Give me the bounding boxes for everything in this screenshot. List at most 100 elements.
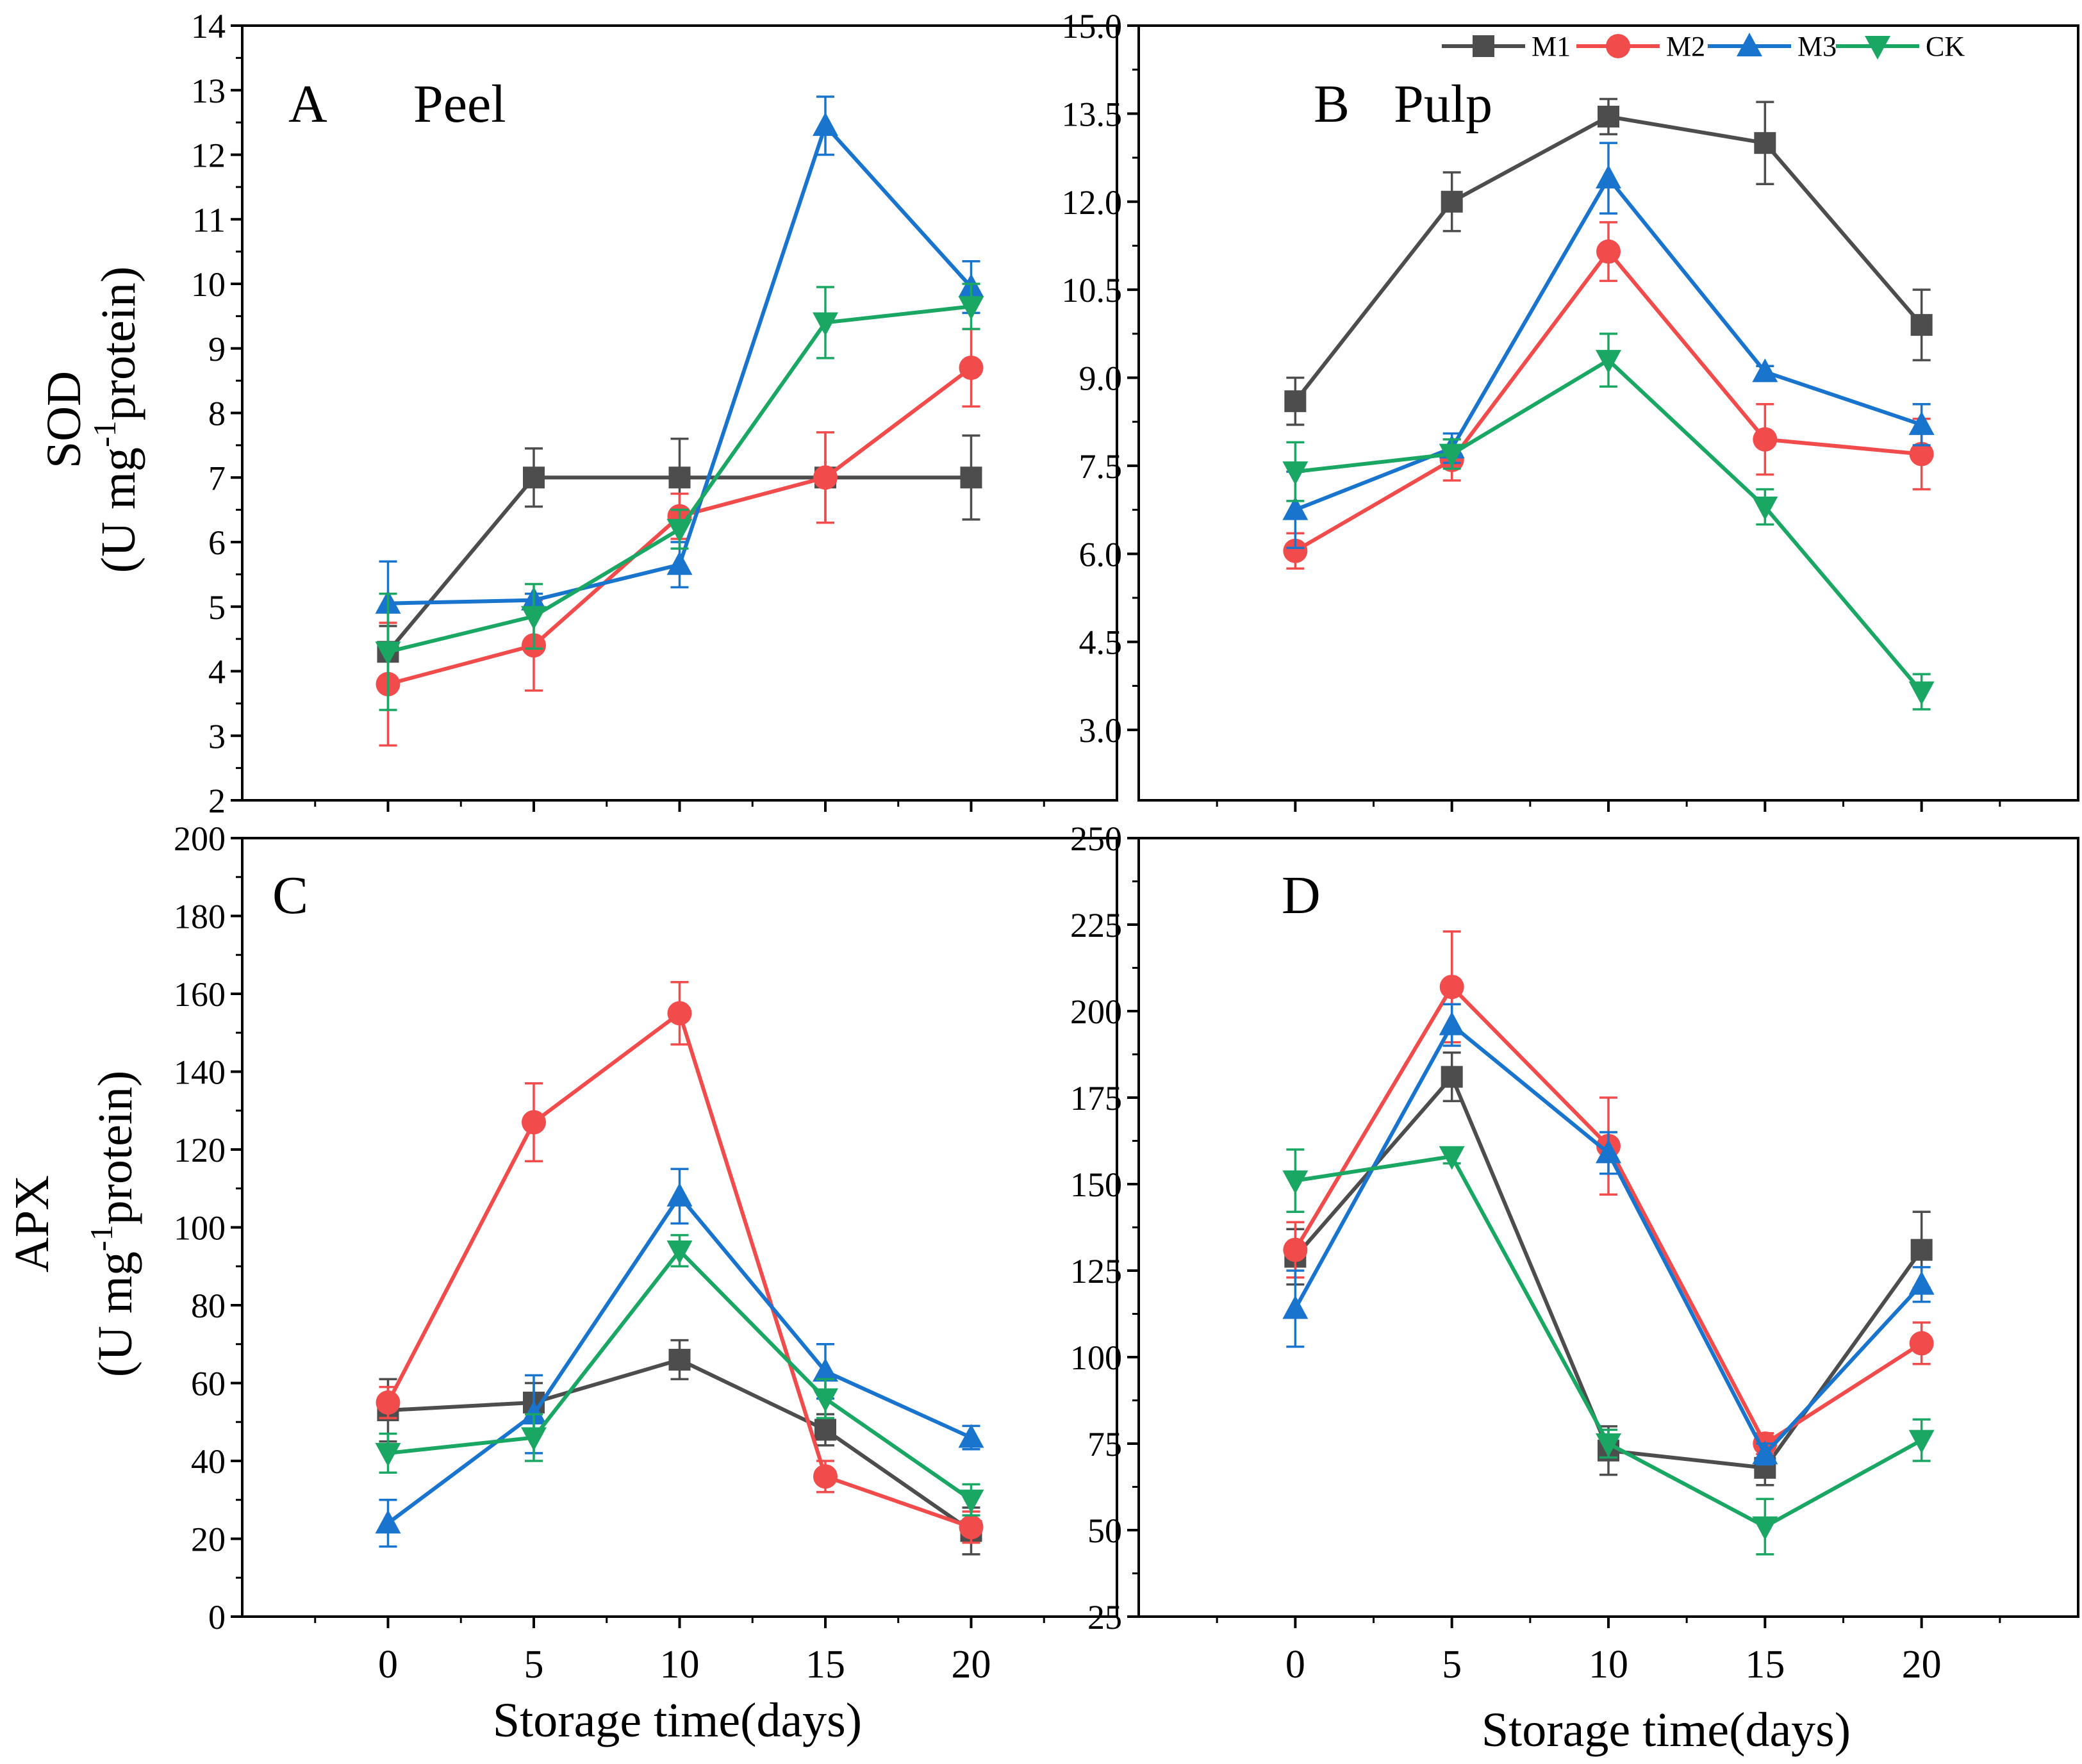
data-point: [1439, 1011, 1465, 1035]
y-tick-label: 180: [174, 898, 226, 936]
y-tick-label: 25: [1087, 1598, 1122, 1636]
x-tick-label: 5: [1442, 1643, 1462, 1686]
y-tick-label: 5: [208, 588, 226, 627]
panel-c: 0 20 40 60 80 100 120 140 160 180 200 0 5 10 15 20 C: [174, 820, 1118, 1686]
x-tick-label: 15: [806, 1643, 845, 1686]
data-point: [1596, 1139, 1621, 1164]
data-point: [1284, 390, 1307, 413]
panel-title: Peel: [413, 74, 506, 134]
data-point: [813, 1464, 838, 1489]
legend-item-ck: CK: [1836, 31, 1965, 62]
y-tick-label: 150: [1070, 1166, 1122, 1204]
apx-y-axis-title: APX (U mg-1protein): [5, 1071, 142, 1378]
y-tick-label: 4: [208, 653, 226, 691]
data-point: [375, 1442, 401, 1467]
apx-y-title-main: APX: [5, 1175, 59, 1273]
legend-item-m1: M1: [1442, 31, 1571, 62]
data-point: [375, 641, 401, 666]
data-point: [1910, 1239, 1933, 1261]
y-tick-label: 13: [191, 72, 226, 110]
y-tick-label: 75: [1087, 1425, 1122, 1463]
data-point: [960, 466, 982, 489]
series-ck: [1282, 1146, 1935, 1556]
data-point: [1439, 1146, 1465, 1170]
data-point: [958, 1489, 984, 1513]
y-tick-label: 0: [208, 1598, 226, 1636]
data-point: [1282, 461, 1309, 486]
y-tick-label: 11: [192, 201, 226, 239]
legend-item-m2: M2: [1576, 31, 1705, 62]
y-tick-label: 6: [208, 523, 226, 562]
data-point: [1283, 1237, 1308, 1262]
sod-y-axis-title: SOD (U mg-1protein): [37, 267, 145, 573]
y-tick-label: 225: [1070, 906, 1122, 944]
y-tick-label: 13.5: [1062, 95, 1123, 133]
y-tick-label: 50: [1087, 1512, 1122, 1550]
data-point: [1752, 1440, 1778, 1465]
data-point: [1908, 411, 1935, 435]
data-point: [666, 518, 693, 543]
data-point: [1752, 358, 1778, 383]
series-m1: [1284, 97, 1933, 426]
data-point: [521, 1401, 547, 1425]
data-point: [1754, 132, 1776, 154]
series-m3: [1282, 1003, 1935, 1466]
panel-d: 25 50 75 100 125 150 175 200 225 250 0 5 10 15 20 D: [1070, 820, 2079, 1686]
sod-y-title-main: SOD: [37, 371, 91, 468]
data-point: [1908, 681, 1935, 705]
y-tick-label: 10: [191, 265, 226, 304]
data-point: [522, 1110, 546, 1135]
data-point: [667, 1001, 692, 1026]
data-point: [1596, 239, 1621, 264]
legend-label: CK: [1926, 31, 1965, 62]
x-tick-label: 10: [660, 1643, 700, 1686]
y-tick-label: 125: [1070, 1252, 1122, 1290]
x-tick-label: 15: [1745, 1643, 1785, 1686]
data-point: [376, 1390, 401, 1415]
y-tick-label: 4.5: [1079, 623, 1123, 662]
x-tick-label: 0: [1285, 1643, 1305, 1686]
legend-label: M2: [1666, 31, 1705, 62]
panel-letter: B: [1314, 74, 1350, 134]
y-tick-label: 12: [191, 136, 226, 175]
data-point: [521, 606, 547, 630]
y-tick-label: 250: [1070, 820, 1122, 858]
data-point: [958, 296, 984, 320]
apx-y-title-unit: (U mg-1protein): [83, 1071, 142, 1378]
panel-a: 2 3 4 5 6 7 8 9 10 11 12 13 14 A Peel: [191, 7, 1118, 820]
legend-label: M3: [1797, 31, 1837, 62]
y-tick-label: 140: [174, 1053, 226, 1092]
data-point: [1282, 496, 1309, 520]
legend: M1 M2 M3 CK: [1442, 31, 1965, 62]
panel-letter: A: [288, 74, 327, 134]
y-tick-label: 3: [208, 717, 226, 755]
data-point: [1598, 105, 1619, 128]
data-point: [1908, 1430, 1935, 1454]
data-point: [1908, 1271, 1935, 1295]
y-tick-label: 2: [208, 782, 226, 820]
y-tick-label: 160: [174, 975, 226, 1014]
x-tick-label: 10: [1589, 1643, 1628, 1686]
legend-marker: [1737, 33, 1762, 56]
y-tick-label: 120: [174, 1131, 226, 1169]
legend-marker: [1865, 36, 1890, 60]
data-point: [813, 112, 838, 136]
x-tick-label: 5: [524, 1643, 544, 1686]
legend-marker: [1473, 35, 1494, 57]
y-tick-label: 9: [208, 330, 226, 368]
data-point: [1753, 427, 1778, 452]
y-tick-label: 8: [208, 395, 226, 433]
panel-b: 3.0 4.5 6.0 7.5 9.0 10.5 12.0 13.5 15.0 B Pulp: [1062, 7, 2079, 812]
data-point: [1752, 497, 1778, 521]
x-tick-label: 20: [952, 1643, 991, 1686]
panel-letter: C: [272, 866, 308, 925]
data-point: [958, 1424, 984, 1448]
x-axis-title-right: Storage time(days): [1482, 1703, 1851, 1757]
legend-item-m3: M3: [1708, 31, 1837, 62]
y-tick-label: 100: [1070, 1339, 1122, 1377]
x-axis-title-left: Storage time(days): [493, 1694, 862, 1747]
data-point: [521, 1427, 547, 1451]
y-tick-label: 175: [1070, 1079, 1122, 1117]
data-point: [959, 355, 984, 380]
y-tick-label: 40: [191, 1442, 226, 1481]
